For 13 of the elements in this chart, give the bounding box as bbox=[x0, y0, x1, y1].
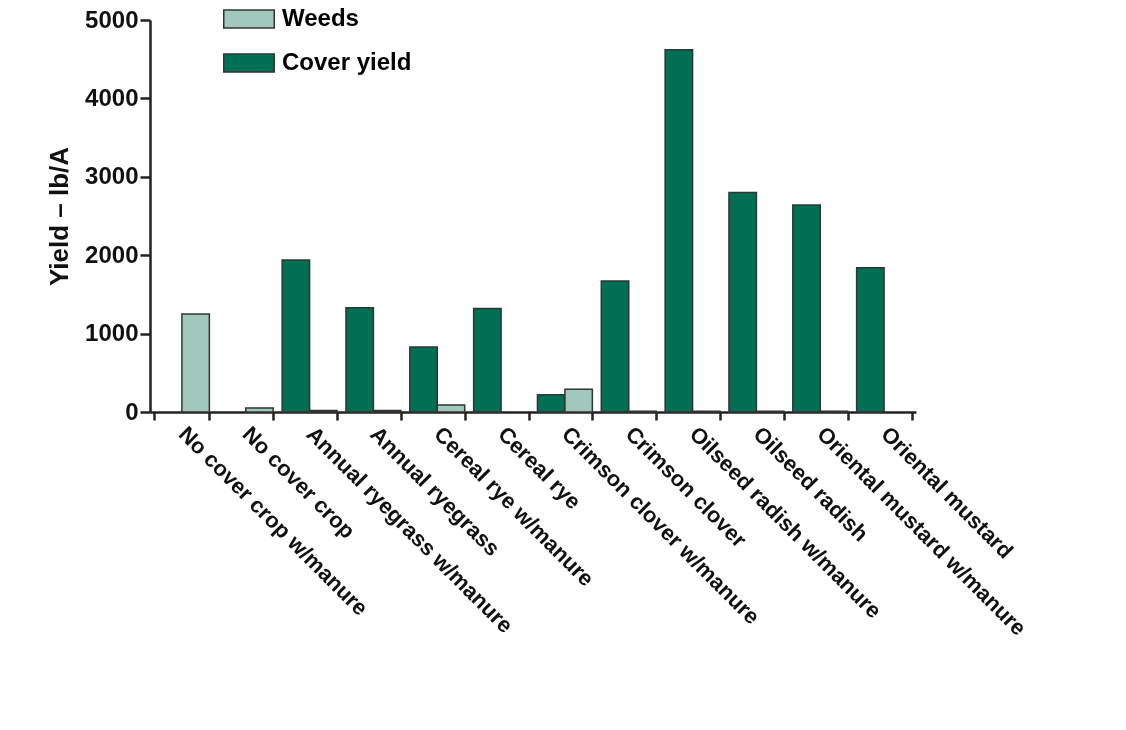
bar bbox=[181, 313, 211, 413]
y-axis-title: Yield – lb/A bbox=[44, 146, 75, 287]
bar bbox=[472, 307, 502, 413]
legend-label: Weeds bbox=[282, 4, 359, 31]
bar bbox=[855, 266, 885, 413]
legend-label: Cover yield bbox=[282, 48, 412, 75]
bar bbox=[245, 407, 274, 413]
y-tick-label: 2000 bbox=[85, 240, 139, 268]
y-tick-label: 1000 bbox=[85, 319, 139, 347]
y-tick-label: 5000 bbox=[85, 5, 139, 33]
y-tick-label: 0 bbox=[125, 397, 139, 425]
y-tick-label: 4000 bbox=[85, 83, 139, 111]
y-tick-label: 3000 bbox=[85, 162, 139, 190]
